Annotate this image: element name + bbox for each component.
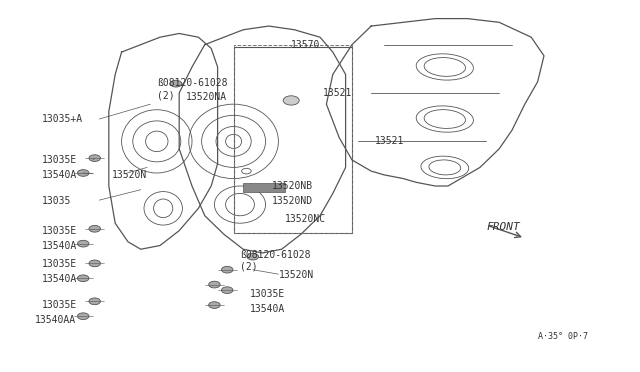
Text: 13520NB: 13520NB — [272, 181, 313, 191]
Text: 13035E: 13035E — [42, 155, 77, 165]
Ellipse shape — [77, 275, 89, 282]
Ellipse shape — [209, 281, 220, 288]
Ellipse shape — [77, 240, 89, 247]
Text: 13540A: 13540A — [250, 304, 285, 314]
Ellipse shape — [221, 287, 233, 294]
Bar — [243, 183, 285, 192]
Text: 13520ND: 13520ND — [272, 196, 313, 206]
Text: 13520N: 13520N — [278, 270, 314, 280]
Ellipse shape — [170, 80, 182, 87]
Ellipse shape — [77, 313, 89, 320]
Ellipse shape — [77, 170, 89, 176]
Ellipse shape — [209, 302, 220, 308]
Text: 13540A: 13540A — [42, 274, 77, 284]
Ellipse shape — [89, 155, 100, 161]
Ellipse shape — [221, 266, 233, 273]
Ellipse shape — [283, 96, 300, 105]
Text: 13035E: 13035E — [42, 259, 77, 269]
Text: 13035E: 13035E — [42, 300, 77, 310]
Ellipse shape — [247, 253, 259, 260]
Text: 13520NC: 13520NC — [285, 215, 326, 224]
Ellipse shape — [89, 298, 100, 305]
Text: 13521: 13521 — [374, 137, 404, 146]
Text: 13521: 13521 — [323, 88, 353, 98]
Text: 13540AA: 13540AA — [35, 315, 76, 325]
Text: 13570: 13570 — [291, 40, 321, 49]
Text: 13035E: 13035E — [42, 226, 77, 235]
Ellipse shape — [89, 225, 100, 232]
Text: 13540A: 13540A — [42, 170, 77, 180]
Text: 13540A: 13540A — [42, 241, 77, 250]
Ellipse shape — [89, 260, 100, 267]
Text: 13035+A: 13035+A — [42, 114, 83, 124]
Text: 13035: 13035 — [42, 196, 71, 206]
Text: ß08120-61028
(2): ß08120-61028 (2) — [157, 78, 227, 100]
Text: 13035E: 13035E — [250, 289, 285, 299]
Text: 13520NA: 13520NA — [186, 92, 227, 102]
Text: FRONT: FRONT — [486, 222, 520, 232]
Bar — [234, 45, 352, 232]
Text: ß08120-61028
(2): ß08120-61028 (2) — [240, 250, 310, 271]
Text: A·35° 0P·7: A·35° 0P·7 — [538, 332, 588, 341]
Text: 13520N: 13520N — [112, 170, 147, 180]
